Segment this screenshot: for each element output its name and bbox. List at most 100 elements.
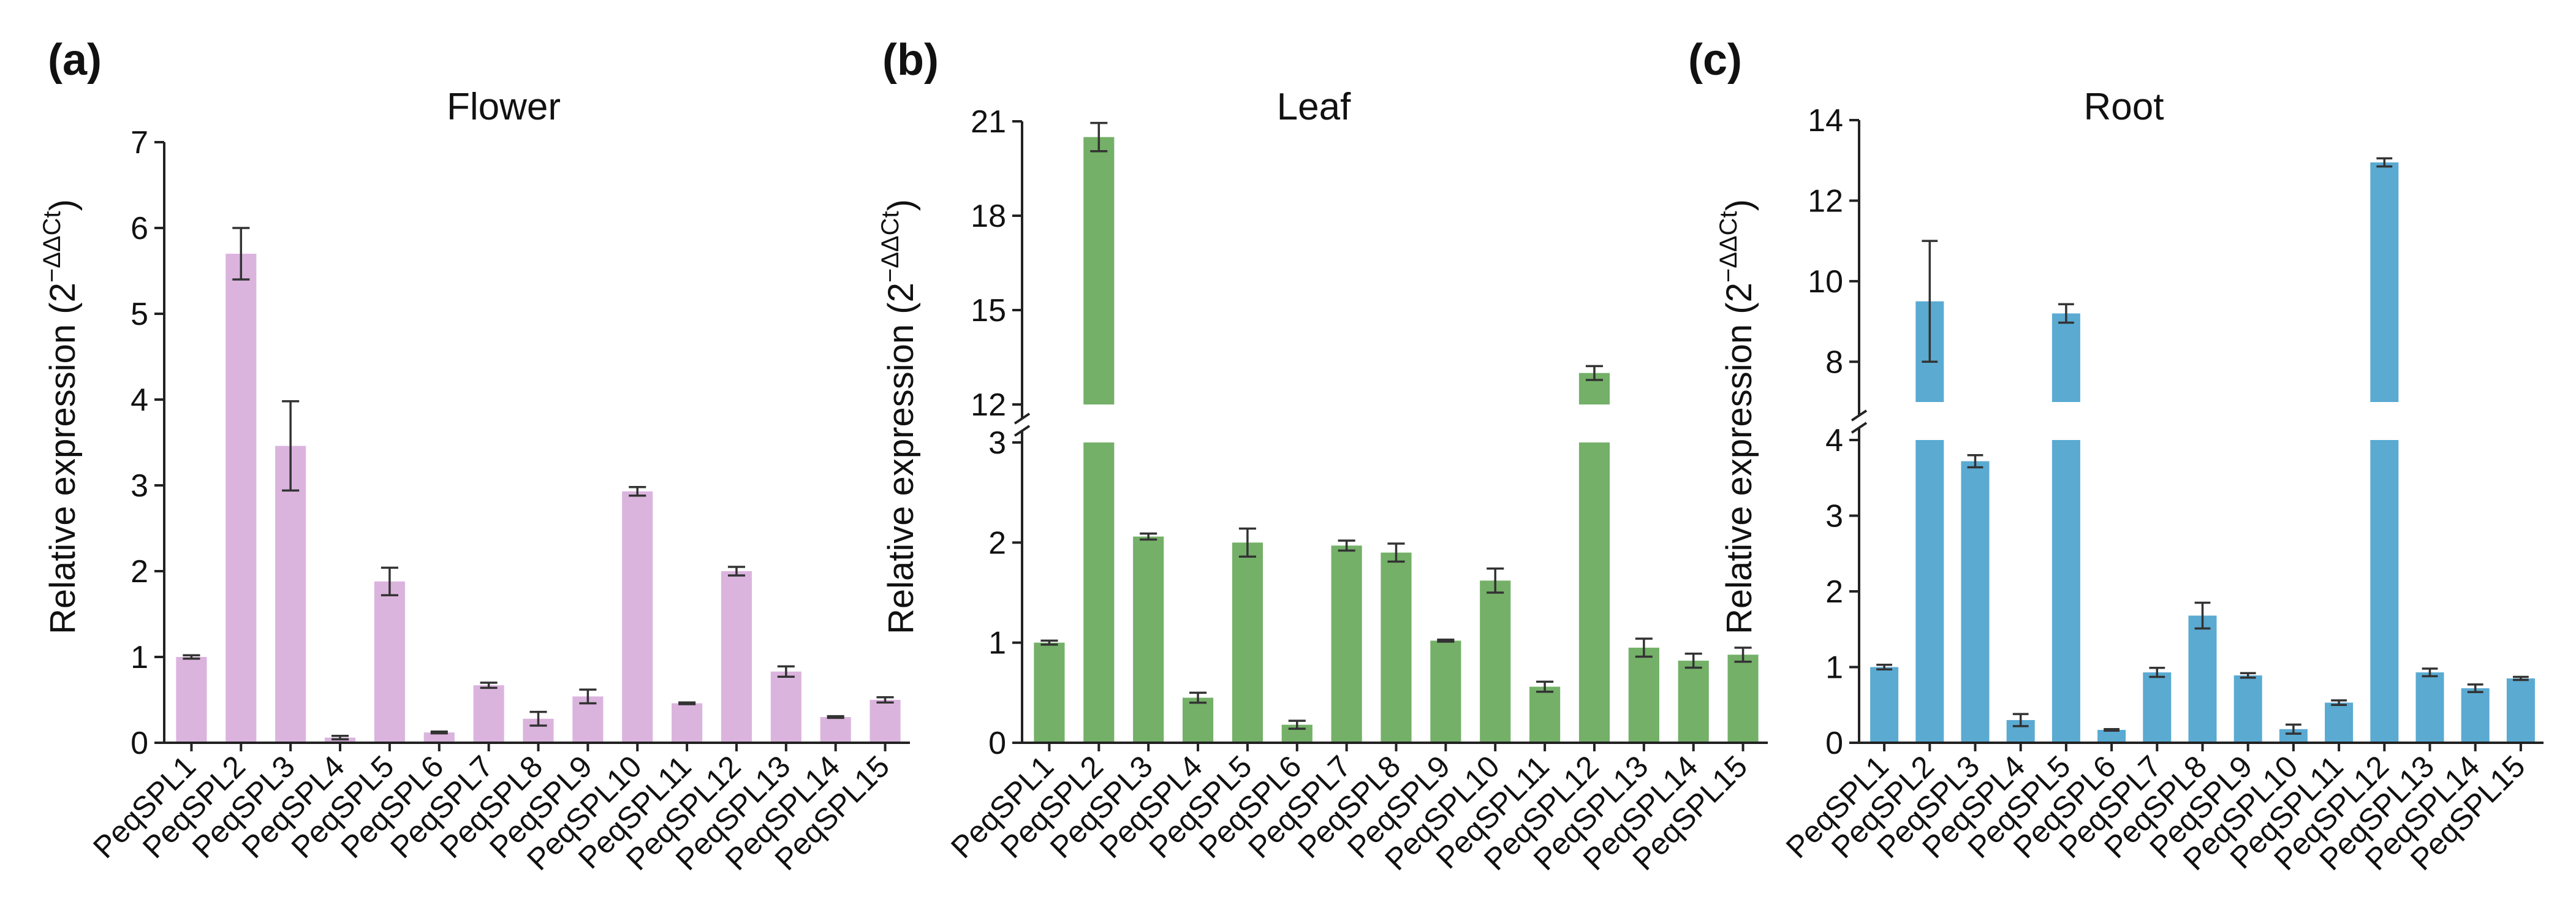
y-axis-label-close: )	[43, 199, 83, 211]
error-bar	[629, 486, 646, 497]
error-bar	[876, 696, 894, 704]
y-tick-label: 18	[971, 199, 1006, 234]
error-bar	[2012, 713, 2029, 727]
y-tick-label: 0	[1825, 726, 1843, 761]
chart-title: Leaf	[1277, 86, 1351, 128]
error-bar	[1238, 527, 1256, 558]
y-tick-label: 1	[1825, 650, 1843, 686]
error-bar	[2104, 728, 2120, 732]
axis-break-mark	[1851, 409, 1868, 422]
error-bar	[381, 566, 398, 596]
y-tick-label: 12	[971, 387, 1006, 423]
bar	[176, 657, 207, 743]
error-bar	[827, 715, 844, 719]
bar	[1727, 655, 1759, 743]
error-bar	[1387, 542, 1405, 563]
error-bar	[1338, 539, 1355, 552]
y-tick-label: 2	[131, 554, 148, 590]
error-bar	[2467, 683, 2483, 694]
y-axis-label: Relative expression (2−ΔΔCt)	[39, 199, 83, 634]
bar	[1133, 536, 1164, 743]
bar	[1529, 686, 1561, 743]
axis-break-mark	[1013, 412, 1031, 425]
error-bar	[1876, 664, 1892, 670]
bar	[2279, 729, 2308, 743]
y-tick-label: 1	[131, 640, 148, 675]
bar	[770, 671, 801, 743]
y-tick-label: 2	[988, 525, 1006, 561]
axis-break-mark	[1851, 422, 1868, 434]
bar	[275, 446, 306, 743]
error-bar	[1288, 719, 1306, 730]
error-bar	[2376, 157, 2393, 168]
bar	[1232, 542, 1263, 743]
error-bar	[2286, 723, 2301, 735]
bar	[622, 491, 653, 743]
bar	[721, 571, 752, 743]
panel-letter: (b)	[882, 36, 939, 85]
error-bar	[1040, 639, 1058, 646]
bar	[1628, 647, 1659, 743]
bar-upper-segment	[2051, 313, 2080, 402]
y-axis-label-close: )	[881, 199, 921, 211]
bar-upper-segment	[2370, 162, 2399, 402]
error-bar	[1536, 680, 1554, 693]
y-axis-label-text: Relative expression (2	[43, 283, 83, 634]
y-tick-label: 3	[131, 468, 148, 504]
bar	[2325, 702, 2354, 743]
bar	[2415, 672, 2444, 743]
y-tick-label: 21	[971, 104, 1006, 140]
y-tick-label: 12	[1808, 183, 1843, 219]
bar	[1182, 697, 1214, 743]
bar	[225, 254, 257, 743]
panel-letter: (c)	[1688, 36, 1742, 85]
error-bar	[1487, 567, 1504, 594]
y-tick-label: 0	[131, 726, 148, 761]
bar	[1870, 667, 1899, 743]
chart-title: Flower	[447, 86, 561, 128]
bar	[1480, 580, 1511, 743]
bar-lower-segment	[2051, 440, 2080, 743]
bar	[672, 703, 703, 743]
error-bar	[2422, 667, 2438, 678]
y-tick-label: 7	[131, 125, 148, 161]
error-bar	[430, 731, 448, 735]
error-bar	[777, 665, 795, 678]
error-bar	[1585, 365, 1604, 381]
bar	[2143, 672, 2172, 743]
error-bar	[529, 710, 547, 727]
axis-break-mark	[1013, 425, 1031, 437]
error-bar	[2149, 666, 2165, 678]
bar	[820, 717, 851, 743]
error-bar	[232, 227, 250, 281]
y-axis-label: Relative expression (2−ΔΔCt)	[1715, 199, 1759, 634]
bar	[374, 581, 405, 743]
error-bar	[1635, 637, 1653, 658]
error-bar	[1189, 691, 1207, 704]
error-bar	[2331, 699, 2347, 706]
y-axis-label-superscript: −ΔΔCt	[39, 211, 66, 283]
y-tick-label: 3	[988, 425, 1006, 461]
error-bar	[1090, 121, 1108, 153]
y-tick-label: 2	[1825, 574, 1843, 610]
error-bar	[1967, 454, 1983, 469]
error-bar	[2058, 303, 2074, 324]
error-bar	[678, 701, 696, 705]
y-tick-label: 6	[131, 211, 148, 246]
error-bar	[727, 566, 746, 577]
bar-lower-segment	[1578, 442, 1610, 743]
bar-lower-segment	[2370, 440, 2399, 743]
y-tick-label: 10	[1808, 264, 1843, 300]
bar-lower-segment	[1915, 440, 1944, 743]
error-bar	[579, 688, 597, 705]
bar	[2461, 688, 2490, 743]
bar	[1034, 642, 1065, 743]
bar	[869, 700, 901, 743]
y-tick-label: 5	[131, 297, 148, 332]
error-bar	[331, 735, 349, 741]
bar	[2233, 675, 2262, 743]
bar	[423, 732, 455, 743]
bar	[1430, 640, 1461, 743]
